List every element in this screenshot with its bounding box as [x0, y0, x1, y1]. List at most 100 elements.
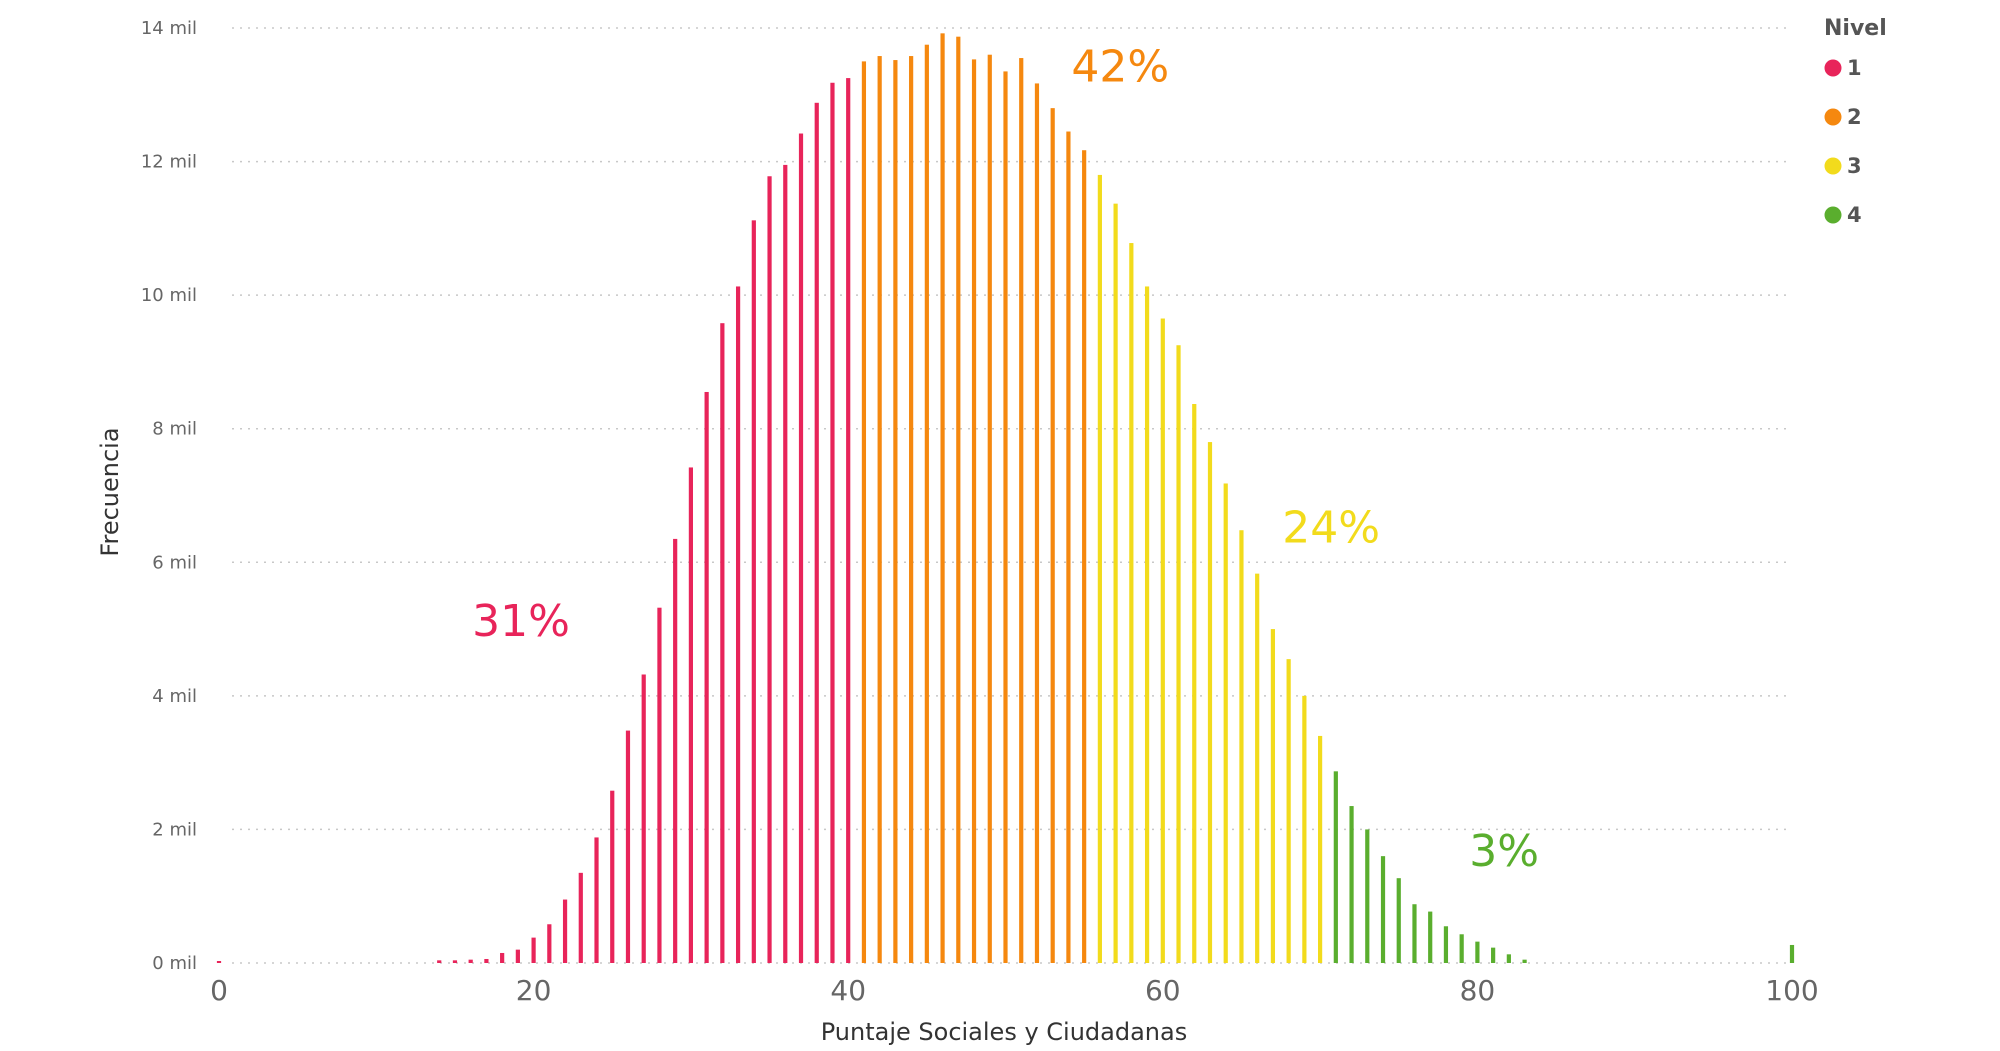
bar-level-3	[1223, 483, 1228, 963]
bar-level-1	[578, 872, 583, 963]
bar-level-4	[1475, 941, 1480, 963]
x-axis-title: Puntaje Sociales y Ciudadanas	[821, 1018, 1187, 1046]
legend-marker	[1824, 157, 1842, 175]
bar-level-2	[1003, 71, 1008, 963]
bar-level-1	[798, 133, 804, 963]
bar-level-1	[704, 391, 709, 964]
y-tick-label: 8 mil	[152, 419, 197, 440]
bar-level-1	[783, 164, 788, 963]
bar-level-4	[1380, 856, 1386, 963]
bar-level-1	[657, 607, 662, 963]
bar-level-2	[893, 60, 898, 964]
bar-level-1	[673, 538, 678, 963]
legend: Nivel 1 2 3 4	[1824, 16, 1887, 227]
bar-level-1	[625, 730, 631, 963]
bar-level-1	[594, 837, 599, 963]
bar-level-3	[1239, 530, 1244, 963]
bar-level-4	[1396, 878, 1401, 963]
percentage-annotation: 31%	[472, 596, 570, 647]
bar-level-1	[500, 952, 505, 963]
y-tick-label: 14 mil	[141, 18, 197, 39]
bar-level-2	[1034, 83, 1040, 964]
bar-level-3	[1176, 345, 1181, 964]
bar-level-3	[1160, 318, 1165, 963]
bar-level-3	[1129, 243, 1134, 964]
legend-marker	[1824, 108, 1842, 126]
gridlines	[232, 27, 1790, 964]
legend-marker	[1824, 59, 1842, 77]
bar-level-4	[1522, 959, 1527, 963]
bar-level-3	[1097, 174, 1102, 963]
bar-level-1	[814, 102, 819, 964]
bar-level-4	[1333, 771, 1338, 963]
percentage-annotation: 3%	[1469, 826, 1539, 877]
bar-level-1	[830, 82, 835, 963]
bar-level-4	[1443, 926, 1449, 963]
y-axis-title: Frecuencia	[96, 427, 124, 556]
bar-level-3	[1302, 695, 1307, 963]
legend-entries: 1 2 3 4	[1824, 56, 1862, 227]
bar-level-3	[1255, 573, 1260, 963]
bar-level-1	[735, 286, 741, 964]
bar-level-2	[987, 54, 992, 963]
bar-level-3	[1144, 286, 1150, 964]
bar-level-1	[468, 959, 473, 963]
y-tick-label: 2 mil	[152, 819, 197, 840]
bar-level-1	[452, 960, 458, 963]
y-tick-label: 0 mil	[152, 953, 197, 974]
legend-label: 3	[1847, 154, 1862, 178]
bar-level-1	[720, 323, 725, 963]
bar-level-2	[956, 36, 961, 964]
x-tick-label: 80	[1460, 974, 1496, 1007]
bar-level-1	[547, 924, 552, 963]
bar-level-1	[562, 899, 568, 963]
bar-level-3	[1207, 442, 1213, 963]
bar-level-2	[909, 56, 914, 964]
bar-level-1	[515, 949, 520, 963]
bar-level-3	[1192, 404, 1197, 963]
bar-level-1	[688, 467, 693, 963]
bar-level-1	[216, 961, 222, 963]
bar-level-4	[1506, 954, 1511, 963]
legend-title: Nivel	[1824, 16, 1887, 41]
bar-level-3	[1318, 735, 1323, 963]
bar-level-1	[484, 958, 489, 963]
legend-label: 2	[1847, 105, 1862, 129]
legend-label: 1	[1847, 56, 1862, 80]
bar-level-2	[1050, 108, 1055, 963]
bar-level-1	[751, 220, 756, 964]
bar-level-1	[767, 176, 772, 963]
bar-level-1	[846, 78, 851, 964]
legend-label: 4	[1847, 203, 1862, 227]
x-tick-label: 100	[1765, 974, 1818, 1007]
bar-level-3	[1113, 203, 1118, 963]
bar-level-1	[531, 937, 536, 963]
y-tick-label: 10 mil	[141, 285, 197, 306]
bar-level-1	[437, 960, 442, 963]
x-axis-ticks: 0 20 40 60 80 100	[210, 974, 1819, 1007]
y-tick-label: 4 mil	[152, 686, 197, 707]
bar-level-4	[1789, 944, 1795, 963]
x-tick-label: 60	[1145, 974, 1181, 1007]
bar-level-3	[1270, 629, 1276, 963]
bar-level-2	[1082, 150, 1087, 964]
bar-level-2	[1019, 58, 1024, 964]
percentage-annotation: 42%	[1071, 41, 1169, 92]
bars	[216, 33, 1795, 964]
y-axis-ticks: 0 mil 2 mil 4 mil 6 mil 8 mil 10 mil 12 mil 14 …	[141, 18, 197, 974]
bar-level-4	[1491, 947, 1496, 963]
percentage-annotation: 24%	[1282, 502, 1380, 553]
bar-level-4	[1412, 904, 1417, 963]
bar-level-2	[861, 61, 867, 963]
bar-level-2	[877, 56, 882, 964]
bar-level-2	[1066, 131, 1071, 963]
bar-level-4	[1365, 829, 1370, 963]
x-tick-label: 0	[210, 974, 228, 1007]
y-tick-label: 12 mil	[141, 152, 197, 173]
bar-level-1	[641, 674, 646, 963]
bar-level-3	[1286, 659, 1291, 964]
bar-level-4	[1459, 934, 1464, 963]
bar-level-2	[924, 44, 929, 963]
